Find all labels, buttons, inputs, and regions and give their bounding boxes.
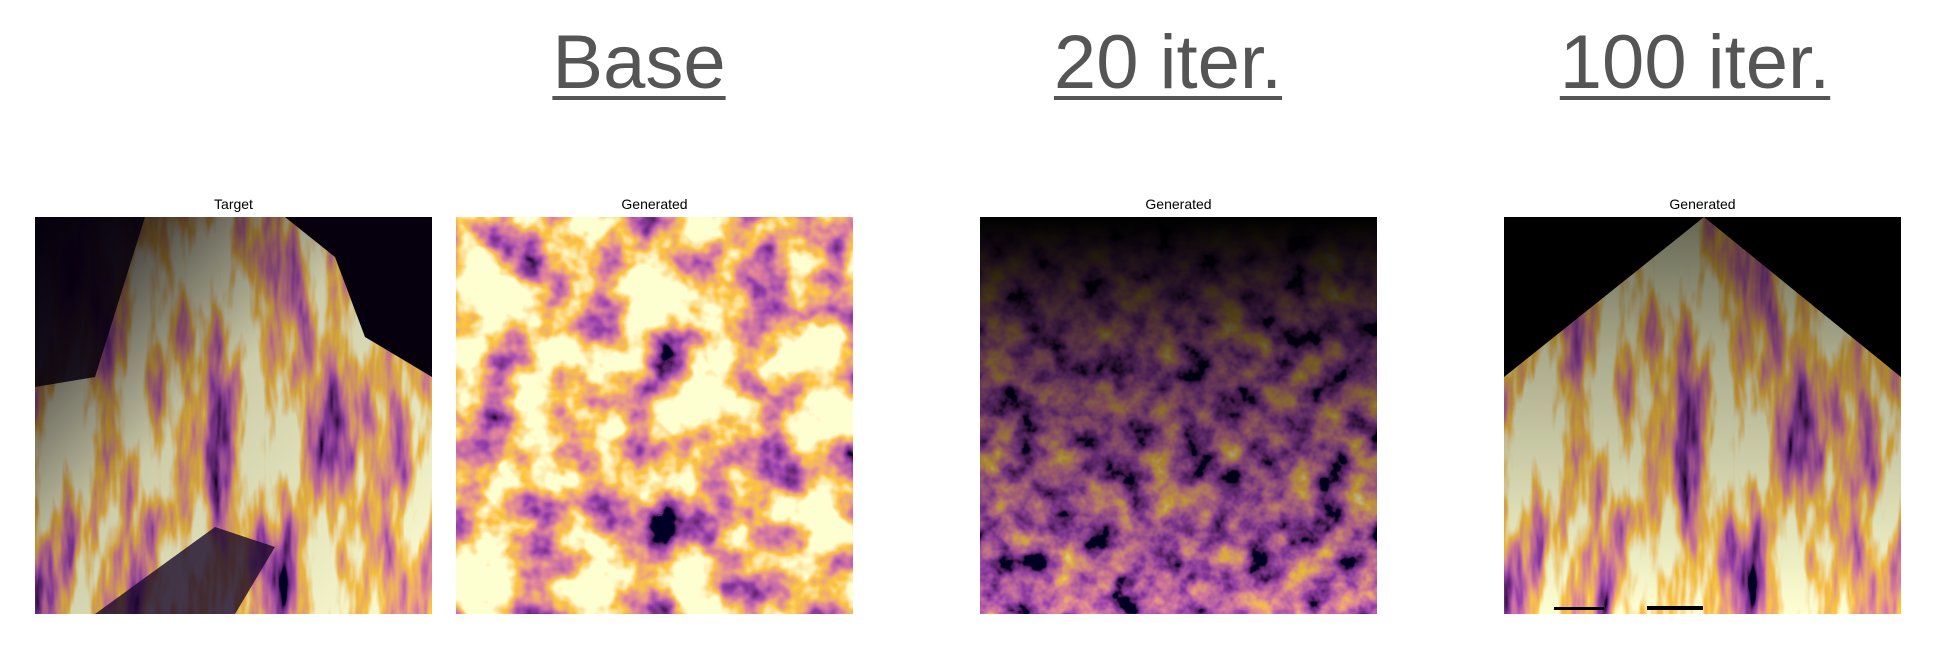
column-header: Base bbox=[552, 20, 726, 105]
panel-title: Generated bbox=[621, 196, 688, 212]
generated-image bbox=[1504, 217, 1901, 614]
target-image bbox=[35, 217, 432, 614]
panel-title: Generated bbox=[1145, 196, 1212, 212]
generated-image bbox=[456, 217, 853, 614]
column-header: 100 iter. bbox=[1559, 20, 1831, 105]
panel-title: Target bbox=[214, 196, 253, 212]
generated-image bbox=[980, 217, 1377, 614]
column-header: 20 iter. bbox=[1053, 20, 1283, 105]
panel-title: Generated bbox=[1669, 196, 1736, 212]
